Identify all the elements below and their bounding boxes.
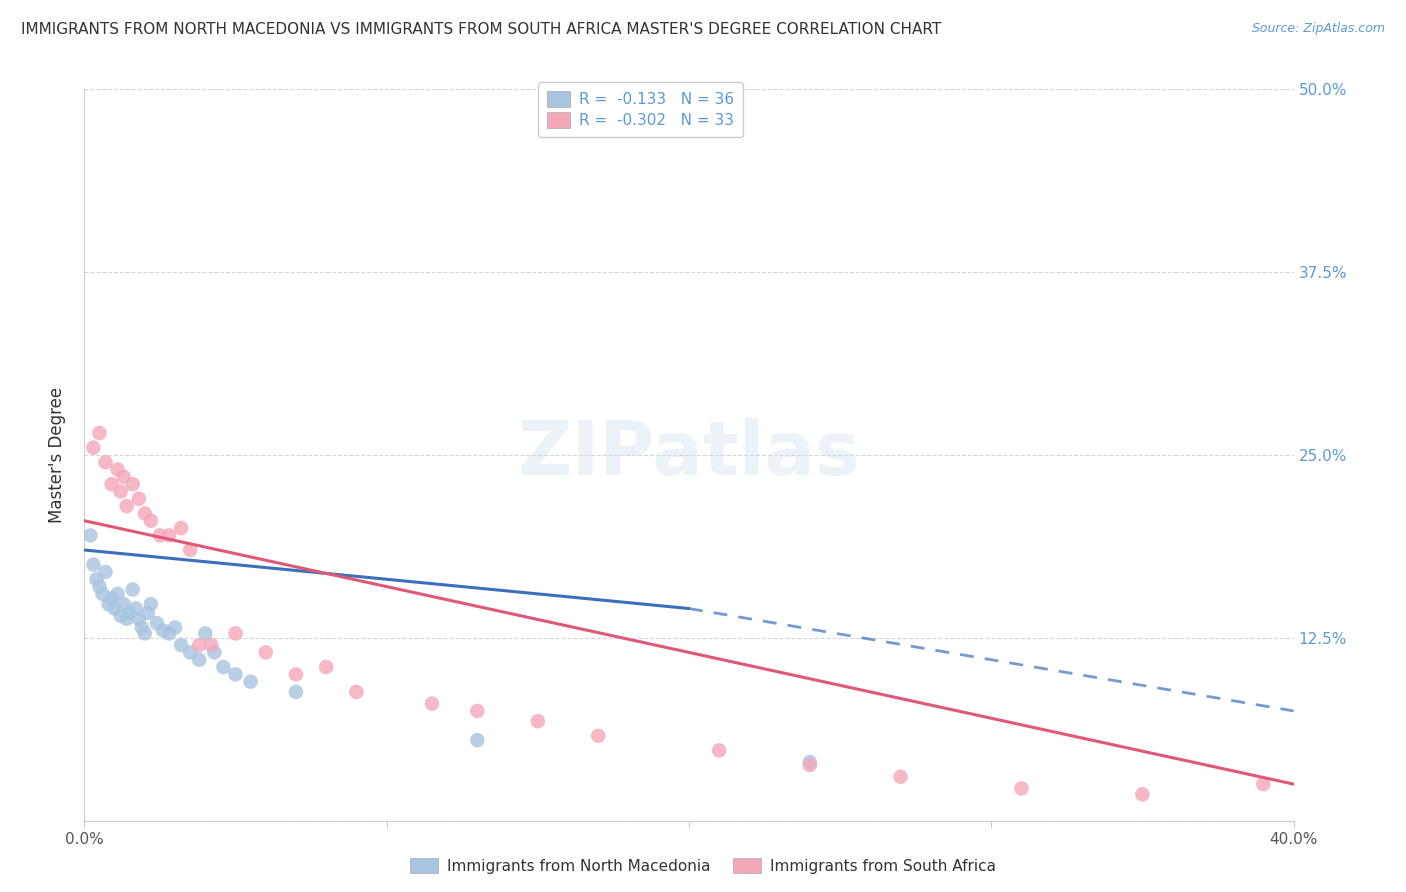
Point bbox=[152, 624, 174, 638]
Point bbox=[107, 587, 129, 601]
Point bbox=[212, 660, 235, 674]
Point bbox=[118, 606, 141, 620]
Point bbox=[82, 441, 104, 455]
Point bbox=[890, 770, 912, 784]
Point bbox=[139, 597, 162, 611]
Point bbox=[134, 626, 156, 640]
Point bbox=[134, 507, 156, 521]
Point bbox=[104, 601, 127, 615]
Point bbox=[121, 582, 143, 597]
Point bbox=[799, 758, 821, 772]
Point bbox=[112, 470, 135, 484]
Point bbox=[157, 626, 180, 640]
Point bbox=[110, 484, 132, 499]
Point bbox=[110, 608, 132, 623]
Point bbox=[588, 729, 610, 743]
Point bbox=[128, 491, 150, 506]
Point bbox=[1011, 781, 1033, 796]
Point bbox=[146, 616, 169, 631]
Point bbox=[420, 697, 443, 711]
Point bbox=[1130, 787, 1153, 801]
Point bbox=[194, 626, 217, 640]
Point bbox=[89, 580, 111, 594]
Point bbox=[139, 514, 162, 528]
Point bbox=[179, 645, 201, 659]
Point bbox=[100, 477, 122, 491]
Point bbox=[225, 667, 247, 681]
Point bbox=[97, 597, 120, 611]
Point bbox=[94, 565, 117, 579]
Text: IMMIGRANTS FROM NORTH MACEDONIA VS IMMIGRANTS FROM SOUTH AFRICA MASTER'S DEGREE : IMMIGRANTS FROM NORTH MACEDONIA VS IMMIG… bbox=[21, 22, 942, 37]
Point bbox=[225, 626, 247, 640]
Point bbox=[115, 612, 138, 626]
Point bbox=[100, 591, 122, 606]
Point bbox=[91, 587, 114, 601]
Point bbox=[285, 667, 308, 681]
Point bbox=[179, 543, 201, 558]
Point bbox=[709, 743, 731, 757]
Point bbox=[94, 455, 117, 469]
Point bbox=[115, 499, 138, 513]
Point bbox=[149, 528, 172, 542]
Point bbox=[82, 558, 104, 572]
Point bbox=[346, 685, 368, 699]
Point bbox=[170, 638, 193, 652]
Point bbox=[86, 572, 108, 586]
Point bbox=[128, 612, 150, 626]
Point bbox=[315, 660, 337, 674]
Point bbox=[467, 733, 489, 747]
Point bbox=[1253, 777, 1275, 791]
Point bbox=[79, 528, 101, 542]
Point bbox=[200, 638, 222, 652]
Point bbox=[467, 704, 489, 718]
Point bbox=[121, 477, 143, 491]
Point bbox=[188, 638, 211, 652]
Point bbox=[136, 606, 159, 620]
Point bbox=[107, 462, 129, 476]
Point bbox=[170, 521, 193, 535]
Point bbox=[131, 621, 153, 635]
Point bbox=[202, 645, 225, 659]
Point bbox=[799, 755, 821, 769]
Point bbox=[165, 621, 187, 635]
Legend: R =  -0.133   N = 36, R =  -0.302   N = 33: R = -0.133 N = 36, R = -0.302 N = 33 bbox=[538, 82, 744, 137]
Point bbox=[125, 601, 148, 615]
Point bbox=[239, 674, 262, 689]
Point bbox=[157, 528, 180, 542]
Point bbox=[285, 685, 308, 699]
Text: Source: ZipAtlas.com: Source: ZipAtlas.com bbox=[1251, 22, 1385, 36]
Text: ZIPatlas: ZIPatlas bbox=[517, 418, 860, 491]
Legend: Immigrants from North Macedonia, Immigrants from South Africa: Immigrants from North Macedonia, Immigra… bbox=[404, 852, 1002, 880]
Point bbox=[527, 714, 550, 728]
Point bbox=[112, 597, 135, 611]
Point bbox=[89, 425, 111, 440]
Point bbox=[188, 653, 211, 667]
Point bbox=[254, 645, 277, 659]
Y-axis label: Master's Degree: Master's Degree bbox=[48, 387, 66, 523]
